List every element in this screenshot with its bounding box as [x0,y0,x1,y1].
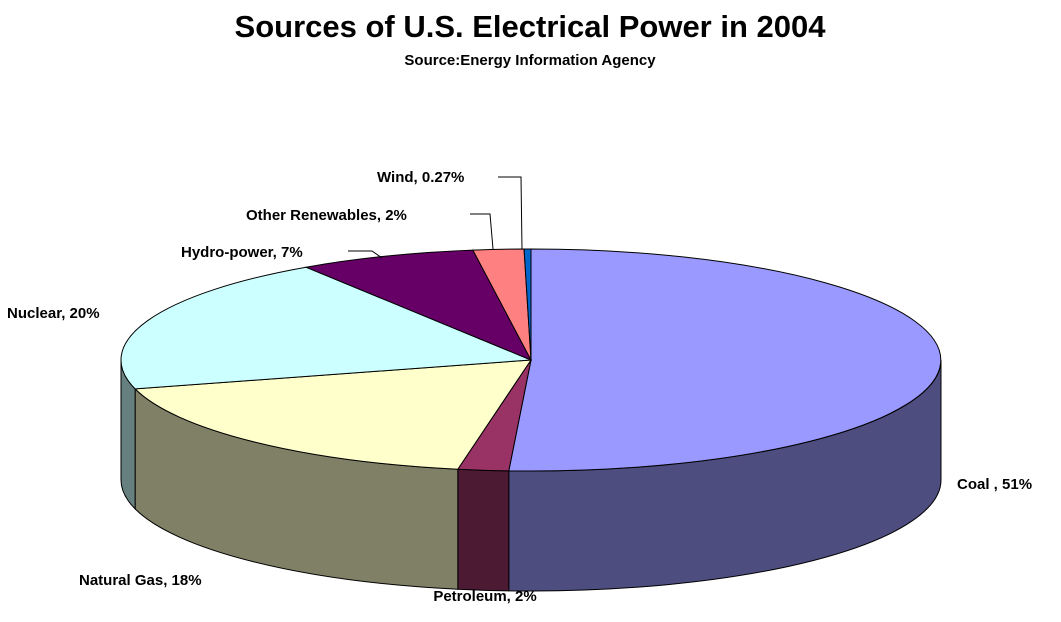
pie-slice-hydro-power [304,249,533,361]
slice-label-nuclear: Nuclear, 20% [7,305,100,322]
leader-line-other-renewables [470,213,494,250]
slice-label-other-renewables: Other Renewables, 2% [246,207,407,224]
pie-slice-natural-gas [134,359,532,470]
pie-slice-coal [508,248,942,472]
pie-sides [120,359,942,592]
leader-line-wind [498,176,523,250]
slice-label-hydro-power: Hydro-power, 7% [181,244,303,261]
chart-subtitle: Source:Energy Information Agency [404,52,656,69]
chart-title: Sources of U.S. Electrical Power in 2004 [235,9,827,44]
pie-side-petroleum [457,468,510,592]
pie-tops [120,248,942,472]
pie-slice-nuclear [120,266,532,390]
slice-label-natural-gas: Natural Gas, 18% [79,572,202,589]
pie-slice-wind [523,248,532,361]
pie-labels: Coal , 51% Petroleum, 2% Natural Gas, 18% N… [7,169,1032,605]
slice-label-coal: Coal , 51% [957,476,1032,493]
slice-label-petroleum: Petroleum, 2% [433,588,536,605]
slice-label-wind: Wind, 0.27% [377,169,464,186]
leader-line-hydro-power [348,250,383,259]
